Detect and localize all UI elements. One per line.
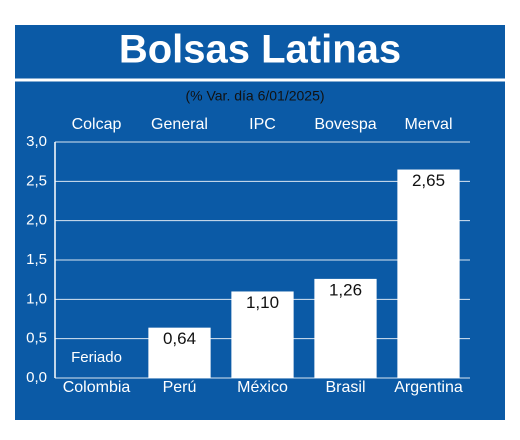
x-tick-label: México (237, 379, 288, 396)
value-label: 0,64 (163, 329, 196, 348)
value-label: Feriado (71, 349, 122, 366)
x-tick-label: Argentina (394, 379, 463, 396)
index-name: IPC (249, 116, 276, 133)
value-label: 1,26 (329, 280, 362, 299)
bar (397, 169, 460, 378)
y-tick-label: 0,5 (26, 330, 47, 347)
bar (231, 291, 294, 378)
index-name: Bovespa (314, 116, 376, 133)
y-tick-label: 2,5 (26, 172, 47, 189)
index-name: General (151, 116, 208, 133)
x-tick-label: Perú (163, 379, 197, 396)
y-tick-label: 2,0 (26, 212, 47, 229)
value-label: 1,10 (246, 293, 279, 312)
bar (148, 327, 211, 378)
bar (314, 278, 377, 378)
chart-title: Bolsas Latinas (119, 28, 401, 72)
value-label: 2,65 (412, 171, 445, 190)
y-tick-label: 0,0 (26, 369, 47, 386)
y-tick-label: 3,0 (26, 133, 47, 150)
index-name: Merval (404, 116, 452, 133)
chart-subtitle: (% Var. día 6/01/2025) (185, 88, 324, 104)
index-name: Colcap (72, 116, 122, 133)
x-tick-label: Colombia (63, 379, 131, 396)
y-tick-label: 1,0 (26, 290, 47, 307)
x-tick-label: Brasil (325, 379, 365, 396)
y-tick-label: 1,5 (26, 251, 47, 268)
